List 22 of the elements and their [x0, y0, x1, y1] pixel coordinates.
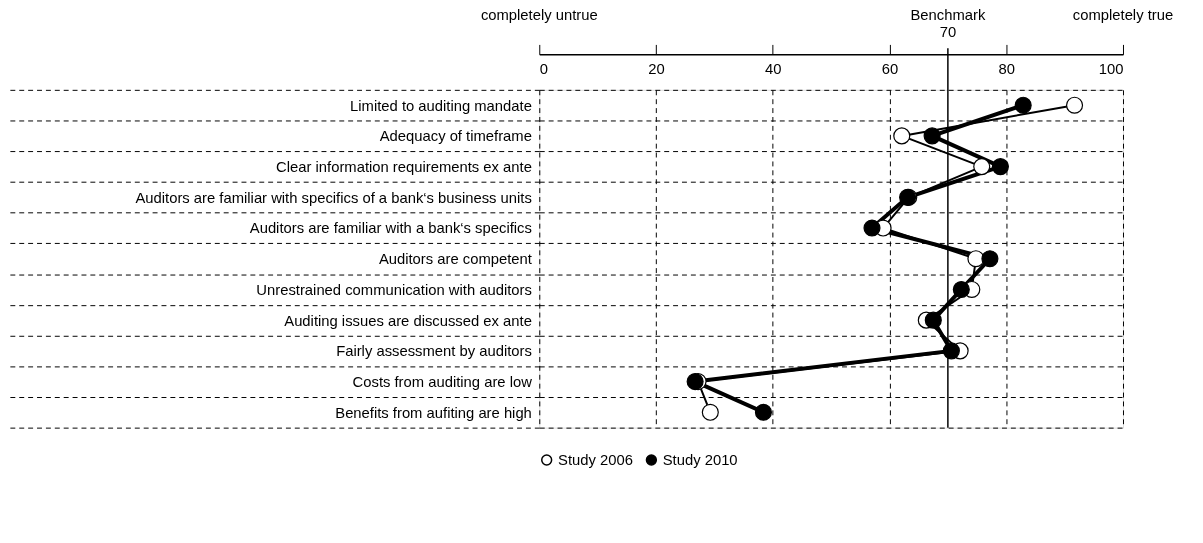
y-tick-label: Clear information requirements ex ante: [276, 159, 532, 176]
x-tick-label: 100: [1098, 60, 1124, 77]
y-tick-label: Unrestrained communication with auditors: [256, 281, 532, 298]
x-tick-label: 80: [998, 60, 1015, 77]
text: completely untrue: [480, 6, 598, 23]
y-tick-label: Auditors are familiar with a bank‘s specifics: [249, 220, 532, 237]
x-tick-label: 20: [648, 60, 665, 77]
y-tick-label: Auditing issues are discussed ex ante: [284, 312, 532, 329]
x-tick-label: 0: [539, 60, 548, 77]
y-tick-label: Costs from auditing are low: [352, 374, 533, 391]
ref-line-label: Benchmark 70: [910, 6, 986, 41]
y-tick-label: Adequacy of timeframe: [379, 128, 532, 145]
x-tick-label: 40: [765, 60, 782, 77]
legend-label: Study 2006: [558, 451, 633, 468]
y-tick-label: Auditors are competent: [378, 251, 532, 268]
y-tick-label: Fairly assessment by auditors: [336, 343, 532, 360]
text: completely true: [1072, 6, 1174, 23]
x-tick-label: 60: [881, 60, 899, 77]
legend-label: Study 2010: [662, 451, 738, 468]
y-tick-label: Benefits from aufiting are high: [335, 404, 532, 421]
y-tick-label: Auditors are familiar with specifics of a bank‘s business units: [135, 189, 532, 206]
y-tick-label: Limited to auditing mandate: [350, 97, 532, 114]
